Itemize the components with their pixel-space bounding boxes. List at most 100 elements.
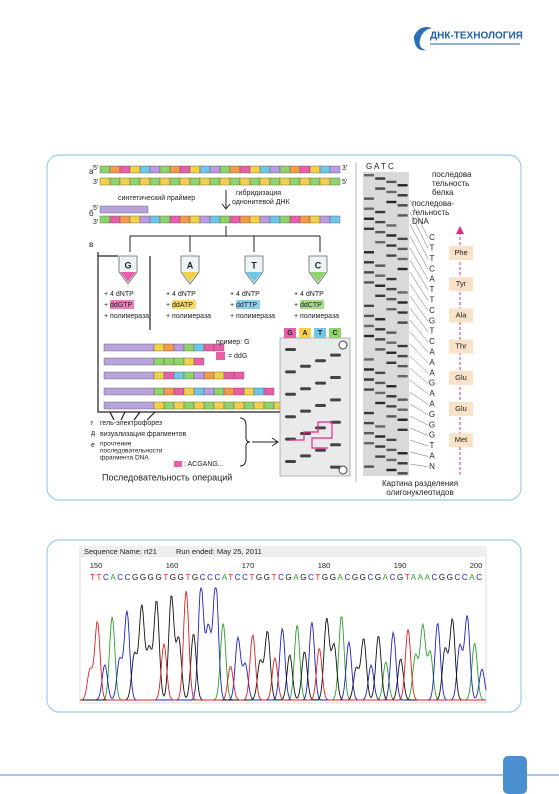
strand-cell [153,343,165,352]
amino-acid: Thr [455,342,467,351]
image-caption: олигонуклеотидов [386,488,454,497]
strand-cell [329,215,341,224]
strand-cell [199,215,211,224]
strand-cell [269,165,281,174]
gel-image-band [397,267,408,271]
gel-image-band [397,194,408,197]
strand-end: 5' [93,205,98,212]
lane-header [299,328,311,338]
gel-image-band [375,328,386,331]
panel-label: г [91,420,94,427]
strand-cell [233,387,245,396]
strand-cell [109,215,121,224]
strand-cell [209,177,221,186]
dna-base: A [429,452,435,461]
strand-end: 5' [93,165,98,172]
tube-polymerase: + полимераза [294,313,339,320]
amino-box [449,246,473,260]
amino-box [449,277,473,292]
read-result: : ACGANG... [184,461,224,468]
gel-image-band [364,271,374,274]
lane-header [284,328,296,338]
gel-image-band [375,401,386,405]
strand-cell [183,401,195,410]
position-tick: 150 [90,561,103,570]
gel-band [315,426,326,430]
gel-image-band [364,281,374,284]
gel-image-band [364,388,374,391]
position-tick: 170 [242,561,255,570]
gel-image-band [375,348,386,351]
gel-band [285,348,296,351]
strand-cell [279,215,291,224]
lane-label: G [287,330,293,337]
gel-image-band [375,435,386,438]
band-link [409,331,429,353]
strand-cell [319,165,331,174]
gel-image-band [375,294,386,297]
strand-cell [229,177,241,186]
gel-image-band [375,391,386,395]
read-key [174,461,182,467]
strand-cell [243,401,255,410]
gel-image-band [386,190,397,194]
tube-dd: + ddTTP [230,302,257,309]
amino-box [449,402,473,416]
tube-dntp: + 4 dNTP [104,291,134,298]
strand-cell [163,401,175,410]
gel-image-band [375,318,386,321]
strand-cell [203,401,215,410]
strand-cell [169,215,181,224]
gel-band [330,465,341,469]
dna-base: G [429,316,435,325]
brace-arrow [239,417,279,467]
hybridization-label: гибридизация [236,189,281,197]
dna-base: C [429,264,435,273]
strand-cell [159,177,171,186]
chromatogram-header [80,547,486,557]
gel-band [300,454,311,458]
strand-cell [233,401,245,410]
strand-cell [239,215,251,224]
strand-cell [139,165,151,174]
gel-image-band [364,217,374,220]
strand-cell [173,401,185,410]
band-link [409,259,429,291]
dna-base: A [429,358,435,367]
gel-image-band [375,425,386,428]
strand-cell [179,215,191,224]
strand-cell [319,177,331,186]
gel-image-band [364,251,374,254]
tube [244,255,264,285]
tube-polymerase: + полимераза [230,313,275,320]
gel-image-band [397,204,408,207]
dna-base: T [430,254,435,263]
strand-cell [163,371,175,380]
step: гель-электрофорез [100,420,162,427]
dna-base: G [429,431,435,440]
gel-band [330,353,341,357]
frame-lines [97,252,280,413]
panel-label: в [89,240,93,249]
strand-cell [263,401,275,410]
band-link [409,367,429,384]
gel-image-band [386,351,397,354]
operations-title: Последовательность операций [102,472,232,482]
dna-label: DNA [412,217,430,226]
gel-band [285,370,296,374]
strand-cell [193,371,205,380]
amino-acid: Ala [456,310,468,319]
gel-image-band [375,455,386,458]
tube-liquid [246,272,262,282]
gel-band [315,381,326,385]
strand-cell [309,177,321,186]
gel-band [330,398,341,402]
primer-block [103,343,155,352]
strand-cell [153,371,165,380]
tube-dntp: + 4 dNTP [166,291,196,298]
strand-cell [163,357,175,366]
strand-cell [203,387,215,396]
strand-cell [173,387,185,396]
